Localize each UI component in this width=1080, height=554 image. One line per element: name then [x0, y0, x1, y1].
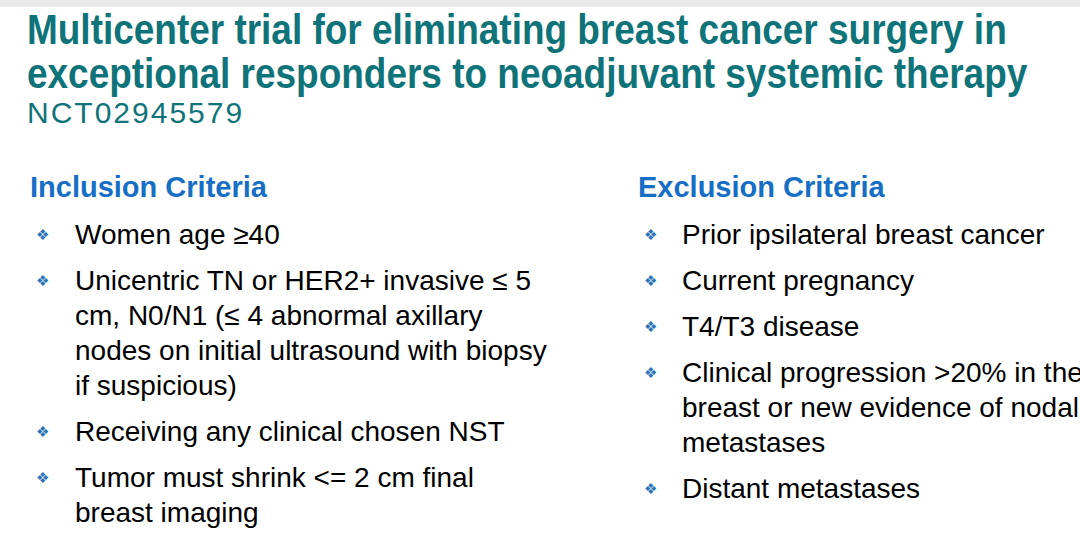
inclusion-list: ❖ Women age ≥40 ❖ Unicentric TN or HER2+…	[30, 217, 550, 530]
exclusion-list: ❖ Prior ipsilateral breast cancer ❖ Curr…	[638, 217, 1080, 506]
diamond-bullet-icon: ❖	[644, 227, 657, 242]
diamond-bullet-icon: ❖	[36, 470, 49, 485]
list-item: ❖ Current pregnancy	[638, 263, 1080, 298]
criteria-columns: Inclusion Criteria ❖ Women age ≥40 ❖ Uni…	[30, 170, 1080, 541]
slide-header: Multicenter trial for eliminating breast…	[27, 8, 1080, 129]
slide: Multicenter trial for eliminating breast…	[0, 0, 1080, 554]
list-item-text: Receiving any clinical chosen NST	[75, 416, 505, 447]
list-item: ❖ Distant metastases	[638, 471, 1080, 506]
list-item-text: Clinical progression >20% in the breast …	[682, 357, 1080, 458]
list-item: ❖ Clinical progression >20% in the breas…	[638, 355, 1080, 460]
list-item-text: Tumor must shrink <= 2 cm final breast i…	[75, 462, 474, 528]
inclusion-heading: Inclusion Criteria	[30, 170, 550, 205]
list-item-text: Unicentric TN or HER2+ invasive ≤ 5 cm, …	[75, 265, 547, 401]
slide-title-line-1: Multicenter trial for eliminating breast…	[27, 8, 1080, 52]
list-item: ❖ Women age ≥40	[30, 217, 550, 252]
inclusion-section: Inclusion Criteria ❖ Women age ≥40 ❖ Uni…	[30, 170, 550, 541]
slide-title-line-1-text: Multicenter trial for eliminating breast…	[27, 8, 1007, 52]
slide-title: Multicenter trial for eliminating breast…	[27, 8, 1080, 96]
diamond-bullet-icon: ❖	[36, 227, 49, 242]
list-item-text: Distant metastases	[682, 473, 920, 504]
list-item: ❖ Receiving any clinical chosen NST	[30, 414, 550, 449]
diamond-bullet-icon: ❖	[644, 365, 657, 380]
trial-id: NCT02945579	[27, 97, 1080, 129]
diamond-bullet-icon: ❖	[644, 481, 657, 496]
list-item-text: Current pregnancy	[682, 265, 914, 296]
list-item-text: T4/T3 disease	[682, 311, 859, 342]
exclusion-section: Exclusion Criteria ❖ Prior ipsilateral b…	[638, 170, 1080, 517]
diamond-bullet-icon: ❖	[36, 273, 49, 288]
diamond-bullet-icon: ❖	[644, 319, 657, 334]
list-item: ❖ Unicentric TN or HER2+ invasive ≤ 5 cm…	[30, 263, 550, 403]
slide-title-line-2: exceptional responders to neoadjuvant sy…	[27, 52, 1080, 96]
list-item: ❖ T4/T3 disease	[638, 309, 1080, 344]
list-item: ❖ Prior ipsilateral breast cancer	[638, 217, 1080, 252]
list-item-text: Women age ≥40	[75, 219, 280, 250]
list-item: ❖ Tumor must shrink <= 2 cm final breast…	[30, 460, 550, 530]
diamond-bullet-icon: ❖	[644, 273, 657, 288]
diamond-bullet-icon: ❖	[36, 424, 49, 439]
slide-title-line-2-text: exceptional responders to neoadjuvant sy…	[27, 52, 1027, 96]
exclusion-heading: Exclusion Criteria	[638, 170, 1080, 205]
list-item-text: Prior ipsilateral breast cancer	[682, 219, 1045, 250]
